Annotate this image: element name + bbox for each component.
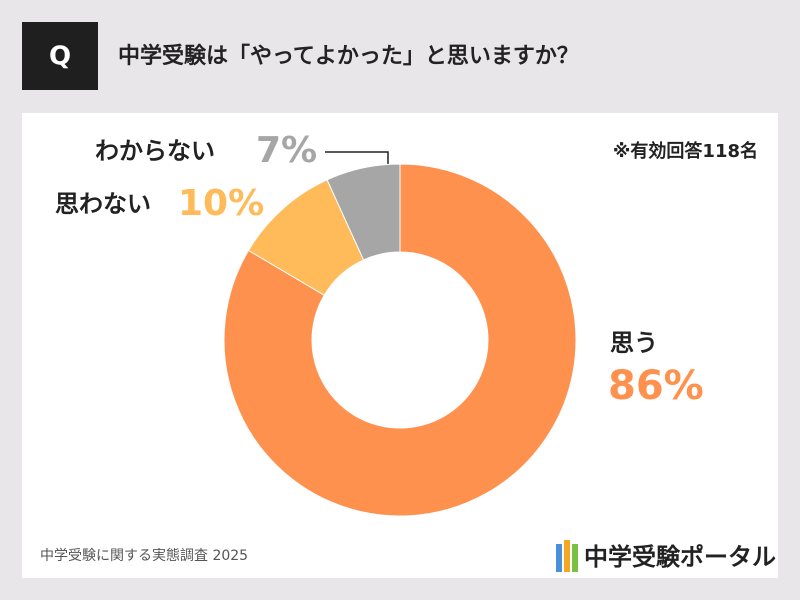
chart-title: 中学受験は「やってよかった」と思いますか？ [118,43,579,69]
category-label: 思わない [55,190,151,218]
note: ※有効回答118名 [613,140,758,162]
category-label: わからない [95,137,215,165]
logo-icon [556,540,578,572]
badge-box [22,22,98,90]
donut-segment [223,163,577,517]
value-label: 10% [178,183,264,224]
donut-segment [326,163,401,261]
badge: Q [49,42,71,72]
category-label: 思う [610,329,658,357]
logo: 中学受験ポータル [584,543,776,571]
source: 中学受験に関する実態調査 2025 [40,548,248,564]
value-label: 86% [608,363,704,409]
value-label: 7% [256,130,317,171]
